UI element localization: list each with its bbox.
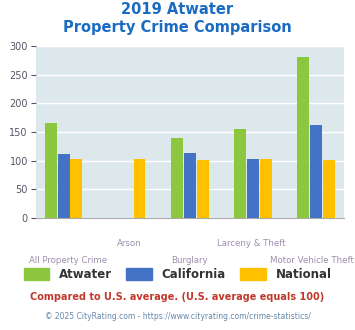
Bar <box>323 160 334 218</box>
Bar <box>45 123 57 218</box>
Text: Property Crime Comparison: Property Crime Comparison <box>63 20 292 35</box>
Legend: Atwater, California, National: Atwater, California, National <box>19 263 336 286</box>
Bar <box>184 153 196 218</box>
Text: © 2025 CityRating.com - https://www.cityrating.com/crime-statistics/: © 2025 CityRating.com - https://www.city… <box>45 312 310 321</box>
Text: Compared to U.S. average. (U.S. average equals 100): Compared to U.S. average. (U.S. average … <box>31 292 324 302</box>
Text: Burglary: Burglary <box>171 256 208 265</box>
Bar <box>71 159 82 218</box>
Bar <box>197 160 208 218</box>
Bar <box>247 159 259 218</box>
Text: All Property Crime: All Property Crime <box>28 256 106 265</box>
Bar <box>171 138 183 218</box>
Text: Motor Vehicle Theft: Motor Vehicle Theft <box>270 256 354 265</box>
Bar <box>260 159 272 218</box>
Text: Larceny & Theft: Larceny & Theft <box>217 239 285 248</box>
Bar <box>133 159 146 218</box>
Text: 2019 Atwater: 2019 Atwater <box>121 2 234 16</box>
Bar <box>310 124 322 218</box>
Bar <box>234 129 246 218</box>
Text: Arson: Arson <box>116 239 141 248</box>
Bar <box>297 57 309 218</box>
Bar <box>58 154 70 218</box>
